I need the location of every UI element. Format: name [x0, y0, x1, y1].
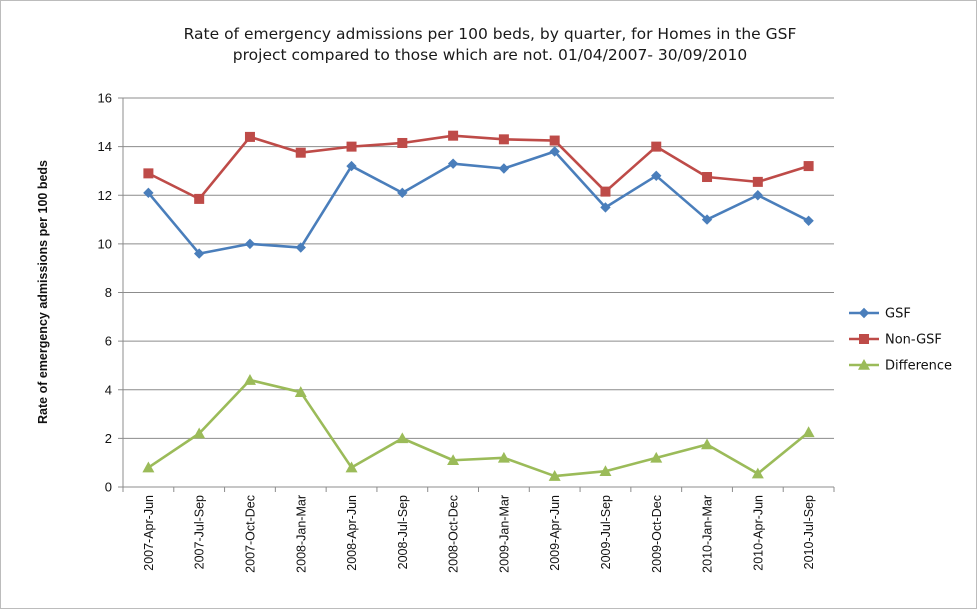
y-tick-label: 6 [105, 334, 112, 349]
data-point-gsf [600, 202, 611, 213]
x-tick-label: 2007-Jul-Sep [193, 495, 207, 569]
data-point-gsf [701, 214, 713, 225]
legend-marker [858, 307, 870, 319]
data-point-non-gsf [651, 141, 662, 152]
legend-label: Non-GSF [885, 333, 942, 348]
data-point-gsf [447, 158, 459, 169]
y-tick-label: 0 [105, 480, 112, 495]
x-tick-label: 2009-Jul-Sep [599, 495, 613, 569]
data-point-non-gsf [448, 130, 459, 141]
y-tick-label: 12 [98, 188, 112, 203]
legend-item-difference: Difference [849, 359, 952, 374]
data-point-difference [599, 465, 612, 476]
data-point-difference [396, 432, 409, 444]
y-axis-label: Rate of emergency admissions per 100 bed… [36, 160, 50, 424]
data-point-difference [142, 461, 155, 473]
data-point-gsf [752, 190, 764, 201]
data-point-non-gsf [549, 135, 560, 146]
x-tick-label: 2009-Oct-Dec [650, 495, 664, 573]
data-point-gsf [397, 187, 408, 199]
series-gsf [143, 146, 814, 259]
y-tick-label: 16 [98, 91, 112, 106]
data-point-non-gsf [143, 168, 154, 179]
x-tick-label: 2008-Jul-Sep [396, 495, 410, 569]
x-tick-label: 2008-Apr-Jun [345, 495, 359, 571]
y-tick-label: 14 [98, 139, 112, 154]
x-tick-label: 2008-Oct-Dec [447, 495, 461, 573]
data-point-difference [294, 386, 307, 397]
x-tick-label: 2010-Apr-Jun [751, 495, 765, 571]
axes [118, 97, 835, 492]
data-point-difference [447, 454, 460, 466]
y-tick-label: 8 [105, 285, 112, 300]
data-point-difference [701, 438, 714, 450]
data-point-non-gsf [803, 161, 814, 172]
data-point-difference [345, 461, 358, 473]
data-point-non-gsf [194, 193, 205, 204]
data-point-gsf [244, 238, 256, 250]
legend-item-gsf: GSF [849, 307, 911, 322]
data-point-non-gsf [244, 131, 255, 142]
legend-marker [859, 334, 869, 344]
data-point-difference [548, 470, 561, 481]
data-point-non-gsf [397, 137, 408, 148]
data-point-gsf [295, 242, 306, 253]
x-tick-label: 2010-Jan-Mar [701, 495, 715, 573]
data-point-difference [650, 451, 663, 463]
legend-marker [858, 359, 870, 370]
x-tick-labels: 2007-Apr-Jun 2007-Jul-Sep 2007-Oct-Dec 2008… [142, 495, 816, 573]
data-point-gsf [651, 170, 662, 181]
data-point-difference [802, 426, 815, 438]
data-point-gsf [803, 215, 814, 226]
series-line-difference [147, 378, 810, 478]
x-tick-label: 2009-Apr-Jun [548, 495, 562, 571]
x-tick-label: 2008-Jan-Mar [294, 495, 308, 573]
chart-title-line-1: Rate of emergency admissions per 100 bed… [184, 25, 797, 43]
series-group [142, 130, 815, 481]
data-point-non-gsf [702, 172, 713, 183]
data-point-non-gsf [600, 186, 611, 197]
data-point-non-gsf [346, 141, 357, 152]
y-tick-label: 4 [105, 382, 112, 397]
data-point-non-gsf [295, 147, 306, 158]
gridlines [123, 97, 834, 439]
legend: GSF Non-GSF Difference [849, 307, 952, 374]
data-point-gsf [193, 248, 205, 259]
series-non-gsf [143, 130, 814, 204]
chart-title-line-2: project compared to those which are not.… [233, 46, 747, 64]
series-line-non-gsf [147, 134, 809, 201]
data-point-difference [497, 451, 510, 463]
data-point-gsf [549, 146, 560, 157]
x-tick-label: 2010-Jul-Sep [802, 495, 816, 569]
data-point-gsf [143, 187, 154, 199]
data-point-non-gsf [498, 134, 509, 145]
data-point-difference [193, 427, 206, 439]
legend-label: Difference [885, 359, 952, 374]
legend-item-non-gsf: Non-GSF [849, 333, 942, 348]
y-tick-label: 10 [98, 236, 112, 251]
series-difference [142, 374, 815, 481]
x-tick-label: 2007-Oct-Dec [243, 495, 257, 573]
data-point-gsf [498, 163, 510, 174]
data-point-gsf [346, 160, 357, 172]
x-tick-label: 2007-Apr-Jun [142, 495, 156, 571]
data-point-difference [751, 467, 764, 479]
legend-label: GSF [885, 307, 911, 322]
y-tick-label: 2 [105, 431, 112, 446]
data-point-difference [243, 374, 256, 385]
x-tick-label: 2009-Jan-Mar [497, 495, 511, 573]
y-tick-labels: 0 2 4 6 8 10 12 14 16 [98, 91, 112, 495]
data-point-non-gsf [752, 176, 763, 187]
series-line-gsf [147, 150, 810, 255]
